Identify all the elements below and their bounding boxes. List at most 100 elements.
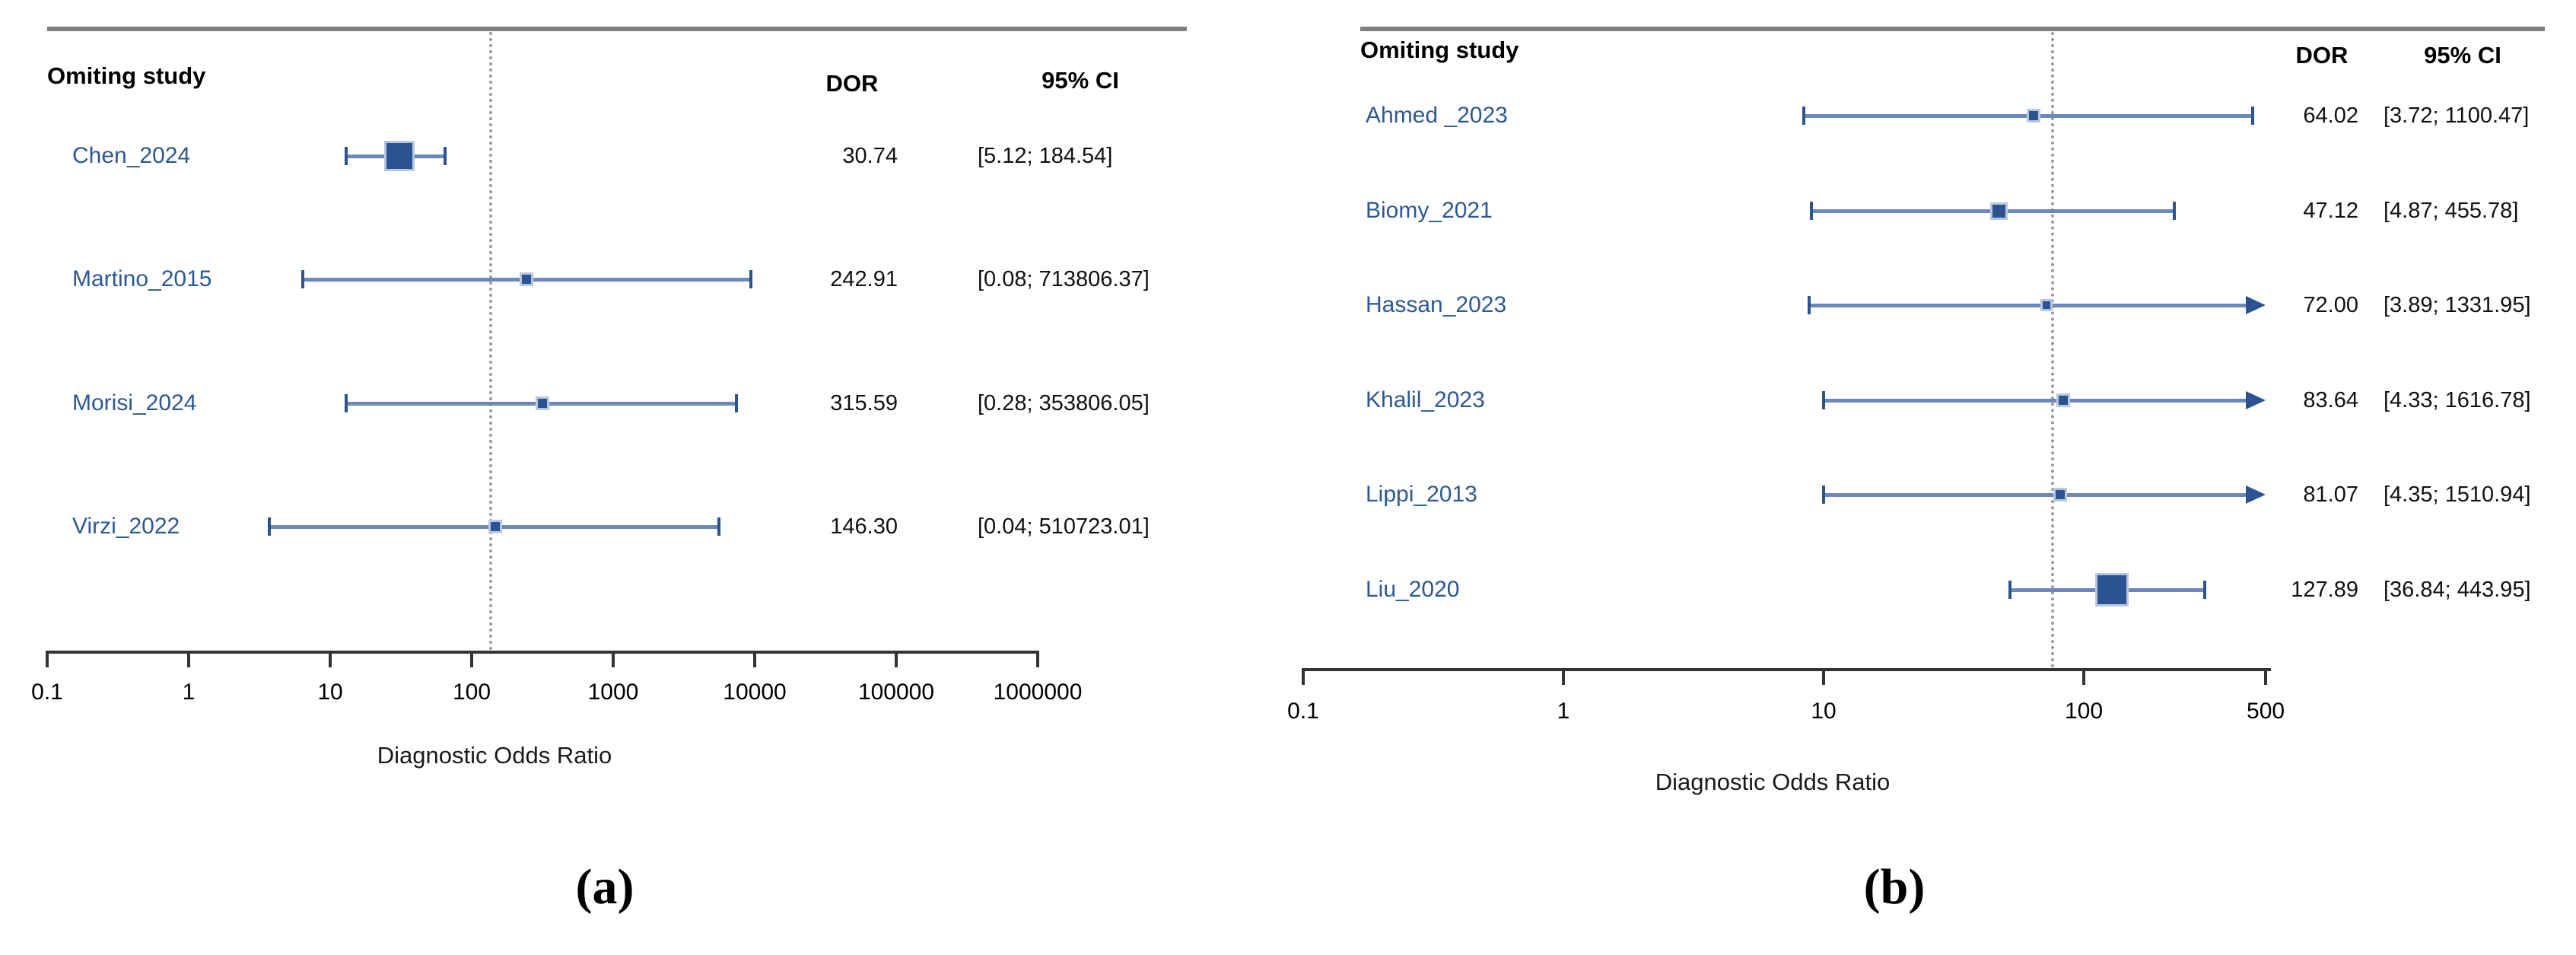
point-estimate-marker [1992,204,2005,218]
caption-a: (a) [575,859,634,915]
ci-cap-low [345,394,348,412]
x-axis-tick-label: 10000 [723,680,787,705]
panel-a-column-header-dor: DOR [825,70,879,97]
point-estimate-marker [537,399,547,408]
ci-cap-high [2173,202,2177,220]
x-axis-tick-label: 1000 [587,680,639,705]
panel-b-axis-title: Diagnostic Odds Ratio [1655,769,1891,795]
x-axis-tick [46,651,49,667]
dor-value: 146.30 [830,514,898,539]
ci-cap-high [444,147,447,165]
x-axis-tick-label: 1000000 [993,680,1083,705]
ci-value: [3.89; 1331.95] [2384,293,2531,317]
study-label: Martino_2015 [72,266,212,291]
ci-cap-high [2251,107,2255,125]
dor-value: 83.64 [2303,388,2358,412]
point-estimate-marker [2097,575,2126,604]
panel-b-top-rule [1360,27,2545,31]
point-estimate-marker [2043,301,2051,309]
ci-cap-low [1802,107,1806,125]
study-label: Hassan_2023 [1366,292,1507,317]
x-axis-tick [612,651,615,667]
dor-value: 315.59 [830,391,898,415]
ci-value: [4.87; 455.78] [2384,199,2519,223]
x-axis-tick [753,651,756,667]
panel-b-column-header-dor: DOR [2295,42,2349,68]
panel-b-column-header-ci: 95% CI [2424,42,2501,68]
study-label: Chen_2024 [72,143,191,168]
reference-dotted-line [2051,32,2055,668]
dor-value: 81.07 [2303,482,2358,507]
point-estimate-marker [2028,111,2038,120]
x-axis-tick [2082,668,2085,685]
x-axis-tick-label: 0.1 [1287,699,1319,724]
caption-b: (b) [1863,859,1926,915]
study-label: Liu_2020 [1366,577,1460,602]
ci-arrow-right-icon [2246,391,2266,409]
x-axis-tick-label: 1 [1557,699,1570,724]
dor-value: 127.89 [2291,578,2358,602]
ci-cap-high [749,270,752,288]
x-axis-tick [895,651,898,667]
ci-value: [5.12; 184.54] [978,144,1113,168]
x-axis-tick-label: 500 [2247,699,2285,724]
point-estimate-marker [2059,396,2069,405]
dor-value: 72.00 [2303,293,2358,317]
x-axis-tick [1036,651,1039,667]
x-axis-line [47,651,1039,654]
ci-whisker [1824,399,2254,403]
ci-arrow-right-icon [2246,485,2266,504]
ci-cap-high [2203,581,2207,599]
x-axis-tick-label: 100 [452,680,491,705]
study-label: Khalil_2023 [1366,387,1485,412]
study-label: Ahmed _2023 [1366,103,1508,128]
ci-cap-low [345,147,348,165]
ci-value: [0.08; 713806.37] [978,267,1150,291]
ci-whisker [1809,304,2254,307]
dor-value: 47.12 [2303,199,2358,223]
point-estimate-marker [490,522,500,531]
x-axis-tick [1822,668,1825,685]
x-axis-tick-label: 10 [1811,699,1837,724]
ci-cap-low [301,270,304,288]
panel-a-column-header-omiting-study: Omiting study [47,62,206,89]
dor-value: 242.91 [830,267,898,291]
ci-cap-high [717,517,721,536]
x-axis-tick [1562,668,1565,685]
panel-a-axis-title: Diagnostic Odds Ratio [377,742,612,769]
x-axis-tick [1302,668,1305,685]
point-estimate-marker [2055,490,2065,499]
ci-cap-low [1810,202,1814,220]
ci-value: [0.04; 510723.01] [978,514,1150,539]
dor-value: 64.02 [2303,103,2358,128]
x-axis-tick [329,651,332,667]
ci-arrow-right-icon [2246,296,2266,314]
study-label: Morisi_2024 [72,390,197,415]
point-estimate-marker [521,275,531,284]
ci-cap-low [1822,485,1825,504]
study-label: Virzi_2022 [72,514,180,539]
ci-cap-high [734,394,738,412]
ci-cap-low [1808,296,1811,314]
ci-cap-low [267,517,271,536]
reference-dotted-line [489,32,493,651]
panel-b-column-header-omiting-study: Omiting study [1360,37,1519,63]
x-axis-tick [2264,668,2268,685]
panel-a-column-header-ci: 95% CI [1042,67,1119,94]
ci-value: [36.84; 443.95] [2384,578,2531,602]
x-axis-tick-label: 100 [2064,699,2104,724]
ci-cap-low [1822,391,1825,409]
point-estimate-marker [386,143,412,169]
ci-whisker [1804,114,2253,118]
x-axis-tick-label: 100000 [857,680,935,705]
ci-cap-low [2008,581,2012,599]
panel-a-top-rule [47,27,1187,31]
x-axis-tick-label: 1 [182,680,196,705]
x-axis-tick-label: 0.1 [31,680,63,705]
ci-value: [4.33; 1616.78] [2384,388,2531,412]
ci-value: [4.35; 1510.94] [2384,482,2531,507]
